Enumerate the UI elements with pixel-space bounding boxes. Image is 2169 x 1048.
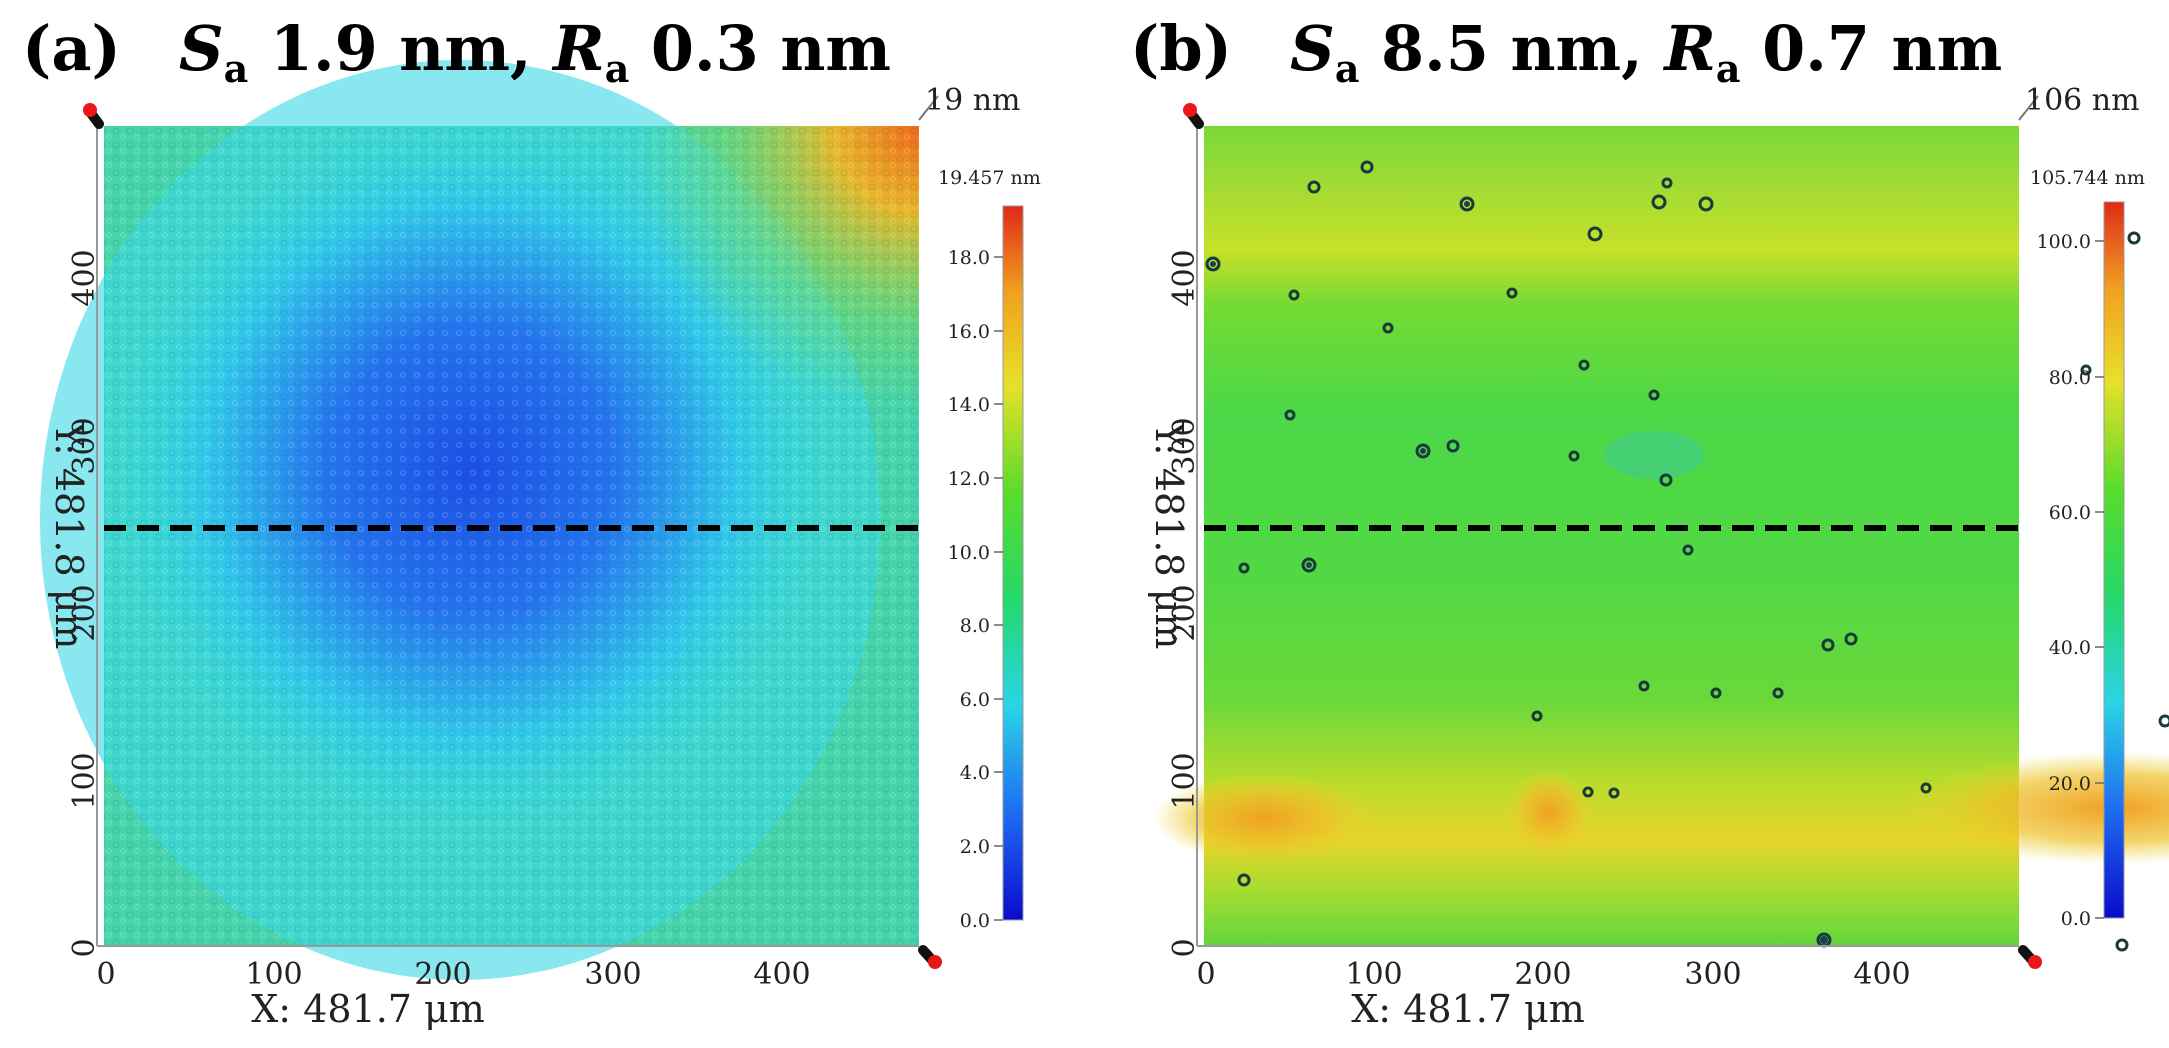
y-tick: 0 (67, 938, 102, 957)
y-axis-label: Y: 481.8 μm (47, 422, 91, 650)
x-tick: 0 (96, 957, 115, 992)
colorbar-tick: 2.0 (960, 836, 990, 858)
y-tick: 300 (1167, 417, 1202, 474)
ra-symbol: R (553, 12, 605, 85)
y-tick: 300 (67, 417, 102, 474)
panel-a: 0 100 200 300 400 Y: 481.8 μm 0 100 200 … (0, 0, 1084, 1048)
height-map-b (1154, 126, 2169, 952)
colorbar-tick: 4.0 (960, 762, 990, 784)
y-tick: 0 (1167, 938, 1202, 957)
ra-value: 0.3 nm (650, 12, 892, 85)
surface-plot-b: 0 100 200 300 400 Y: 481.8 μm 0 100 200 … (1147, 83, 2169, 1031)
x-axis-a: 0 100 200 300 400 X: 481.7 μm (96, 957, 810, 1031)
z-max-label: 106 nm (2025, 83, 2140, 118)
y-tick: 100 (1167, 752, 1202, 809)
sa-value: 1.9 nm, (269, 12, 532, 85)
height-map-a (40, 60, 919, 980)
colorbar-tick: 80.0 (2049, 367, 2091, 389)
corner-handle-icon[interactable] (83, 103, 104, 129)
x-axis-b: 0 100 200 300 400 X: 481.7 μm (1196, 957, 1910, 1031)
colorbar-tick: 60.0 (2049, 502, 2091, 524)
colorbar-tick: 8.0 (960, 615, 990, 637)
ra-sub: a (1715, 46, 1741, 91)
colorbar-tick: 20.0 (2049, 773, 2091, 795)
corner-handle-icon[interactable] (918, 945, 942, 969)
x-tick: 400 (1853, 957, 1910, 992)
y-tick: 400 (67, 249, 102, 306)
x-tick: 200 (414, 957, 471, 992)
y-axis-a: 0 100 200 300 400 Y: 481.8 μm (47, 249, 102, 957)
panel-tag: (b) (1130, 12, 1233, 85)
y-tick: 100 (67, 752, 102, 809)
z-max-label: 19 nm (925, 83, 1020, 118)
sa-symbol: S (178, 12, 224, 85)
x-tick: 0 (1196, 957, 1215, 992)
ra-value: 0.7 nm (1762, 12, 2003, 85)
x-tick: 400 (753, 957, 810, 992)
x-axis-label: X: 481.7 μm (251, 987, 485, 1031)
ra-symbol: R (1664, 12, 1716, 85)
colorbar-tick: 100.0 (2037, 231, 2091, 253)
x-tick: 300 (584, 957, 641, 992)
corner-handle-icon[interactable] (1183, 103, 1204, 129)
x-tick: 300 (1684, 957, 1741, 992)
colorbar-tick: 6.0 (960, 689, 990, 711)
colorbar-tick: 40.0 (2049, 637, 2091, 659)
x-tick: 100 (245, 957, 302, 992)
corner-handle-icon[interactable] (2018, 945, 2042, 969)
surface-plot-a: 0 100 200 300 400 Y: 481.8 μm 0 100 200 … (40, 60, 1041, 1031)
y-tick: 200 (67, 584, 102, 641)
colorbar-tick: 14.0 (948, 394, 990, 416)
colorbar-tick: 16.0 (948, 321, 990, 343)
panel-tag: (a) (22, 12, 121, 85)
colorbar-max-label: 19.457 nm (938, 167, 1041, 189)
panel-title-b: (b) Sa 8.5 nm, Ra 0.7 nm (1130, 18, 2002, 88)
sa-sub: a (1334, 46, 1360, 91)
panel-b: 0 100 200 300 400 Y: 481.8 μm 0 100 200 … (1114, 0, 2169, 1048)
y-axis-label: Y: 481.8 μm (1147, 422, 1191, 650)
y-axis-b: 0 100 200 300 400 Y: 481.8 μm (1147, 249, 1202, 957)
sa-sub: a (223, 46, 249, 91)
y-tick: 200 (1167, 584, 1202, 641)
ra-sub: a (604, 46, 630, 91)
y-tick: 400 (1167, 249, 1202, 306)
sa-value: 8.5 nm, (1381, 12, 1643, 85)
colorbar-tick: 10.0 (948, 542, 990, 564)
colorbar-a: 19.457 nm 0.0 2.0 4.0 6.0 8.0 10.0 12.0 … (938, 167, 1041, 932)
colorbar-tick: 12.0 (948, 468, 990, 490)
colorbar-b: 105.744 nm 0.0 20.0 40.0 60.0 80.0 100.0 (2030, 167, 2145, 930)
colorbar-tick: 18.0 (948, 247, 990, 269)
colorbar-tick: 0.0 (2061, 908, 2091, 930)
sa-symbol: S (1290, 12, 1335, 85)
x-axis-label: X: 481.7 μm (1351, 987, 1585, 1031)
x-tick: 100 (1345, 957, 1402, 992)
colorbar-max-label: 105.744 nm (2030, 167, 2145, 189)
x-tick: 200 (1514, 957, 1571, 992)
colorbar-tick: 0.0 (960, 910, 990, 932)
panel-title-a: (a) Sa 1.9 nm, Ra 0.3 nm (22, 18, 891, 88)
